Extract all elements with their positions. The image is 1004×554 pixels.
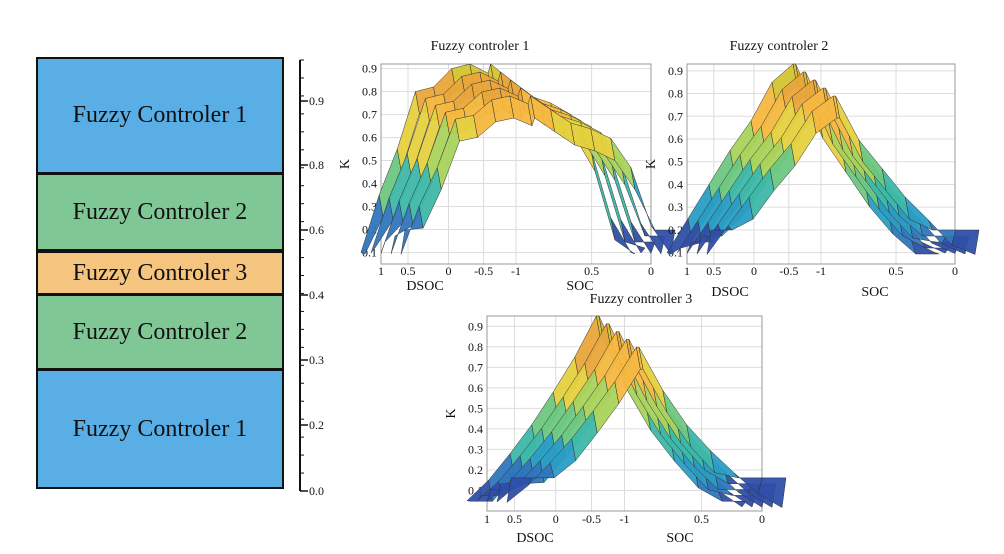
- x-tick-label: 0.5: [507, 512, 522, 526]
- scale-tick-label: 0.4: [309, 288, 324, 302]
- surface-patch: [650, 225, 676, 255]
- x-tick-label: 0.5: [401, 264, 416, 278]
- y-axis-label: K: [444, 408, 459, 418]
- y-axis-label: K: [338, 159, 353, 169]
- y-tick-label: 0.6: [468, 381, 483, 395]
- x-tick-label: 0.5: [694, 512, 709, 526]
- x-axis-label-dsoc: DSOC: [406, 279, 443, 294]
- chart-title: Fuzzy controler 2: [730, 39, 829, 54]
- plot-frame: [380, 63, 652, 265]
- x-tick-label: 0: [446, 264, 452, 278]
- chart-title: Fuzzy controler 1: [431, 39, 530, 54]
- scale-tick-label: 0.8: [309, 158, 324, 172]
- surface-patch: [757, 477, 787, 508]
- y-tick-label: 0.9: [668, 64, 683, 78]
- x-axis-label-soc: SOC: [861, 285, 888, 300]
- controller-block: Fuzzy Controler 2: [36, 294, 284, 370]
- controller-block: Fuzzy Controler 3: [36, 251, 284, 295]
- y-tick-label: 0.8: [362, 85, 377, 99]
- x-tick-label: -0.5: [582, 512, 601, 526]
- x-tick-label: 1: [684, 264, 690, 278]
- scale-tick-label: 0.9: [309, 94, 324, 108]
- x-tick-label: 0.5: [889, 264, 904, 278]
- controller-block: Fuzzy Controler 1: [36, 369, 284, 489]
- y-tick-label: 0.5: [362, 154, 377, 168]
- surface-patch: [610, 217, 636, 255]
- surface-chart: 0.10.20.30.40.50.60.70.80.910.50-0.5-10.…: [338, 39, 676, 294]
- surface-patch: [620, 219, 646, 254]
- x-tick-label: -0.5: [779, 264, 798, 278]
- y-tick-label: 0.3: [362, 200, 377, 214]
- y-tick-label: 0.5: [468, 401, 483, 415]
- y-axis-label: K: [644, 159, 659, 169]
- x-tick-label: -1: [816, 264, 826, 278]
- y-tick-label: 0.4: [668, 177, 683, 191]
- x-tick-label: 0: [751, 264, 757, 278]
- scale-tick-label: 0.2: [309, 418, 324, 432]
- x-tick-label: 1: [378, 264, 384, 278]
- x-tick-label: 0: [648, 264, 654, 278]
- y-tick-label: 0.4: [362, 177, 377, 191]
- y-tick-label: 0.9: [468, 319, 483, 333]
- y-tick-label: 0.6: [668, 132, 683, 146]
- controller-block: Fuzzy Controler 2: [36, 173, 284, 251]
- x-tick-label: 0: [759, 512, 765, 526]
- x-tick-label: -1: [620, 512, 630, 526]
- scale-tick-label: 0.6: [309, 223, 324, 237]
- surface-patch: [951, 229, 980, 255]
- plot-frame: [686, 63, 956, 265]
- chart-title: Fuzzy controller 3: [590, 292, 693, 307]
- x-tick-label: -1: [511, 264, 521, 278]
- y-tick-label: 0.5: [668, 155, 683, 169]
- y-tick-label: 0.9: [362, 62, 377, 76]
- y-tick-label: 0.3: [468, 442, 483, 456]
- surface-patch: [911, 240, 940, 255]
- scale-tick-label: 0.3: [309, 353, 324, 367]
- x-tick-label: 0: [553, 512, 559, 526]
- y-tick-label: 0.6: [362, 131, 377, 145]
- y-tick-label: 0.7: [668, 109, 683, 123]
- plot-frame: [486, 315, 763, 512]
- x-tick-label: 0.5: [584, 264, 599, 278]
- x-axis-label-soc: SOC: [566, 279, 593, 294]
- y-tick-label: 0.7: [362, 108, 377, 122]
- x-tick-label: 0: [952, 264, 958, 278]
- x-tick-label: 0.5: [706, 264, 721, 278]
- y-tick-label: 0.4: [468, 422, 483, 436]
- x-axis-label-soc: SOC: [666, 531, 693, 546]
- x-axis-label-dsoc: DSOC: [711, 285, 748, 300]
- y-tick-label: 0.2: [468, 463, 483, 477]
- y-tick-label: 0.8: [468, 340, 483, 354]
- x-tick-label: 1: [484, 512, 490, 526]
- y-tick-label: 0.3: [668, 200, 683, 214]
- x-axis-label-dsoc: DSOC: [516, 531, 553, 546]
- scale-tick-label: 0.0: [309, 484, 324, 498]
- surface-patch: [706, 225, 733, 255]
- y-tick-label: 0.8: [668, 87, 683, 101]
- x-tick-label: -0.5: [474, 264, 493, 278]
- controller-block: Fuzzy Controler 1: [36, 57, 284, 174]
- y-tick-label: 0.7: [468, 360, 483, 374]
